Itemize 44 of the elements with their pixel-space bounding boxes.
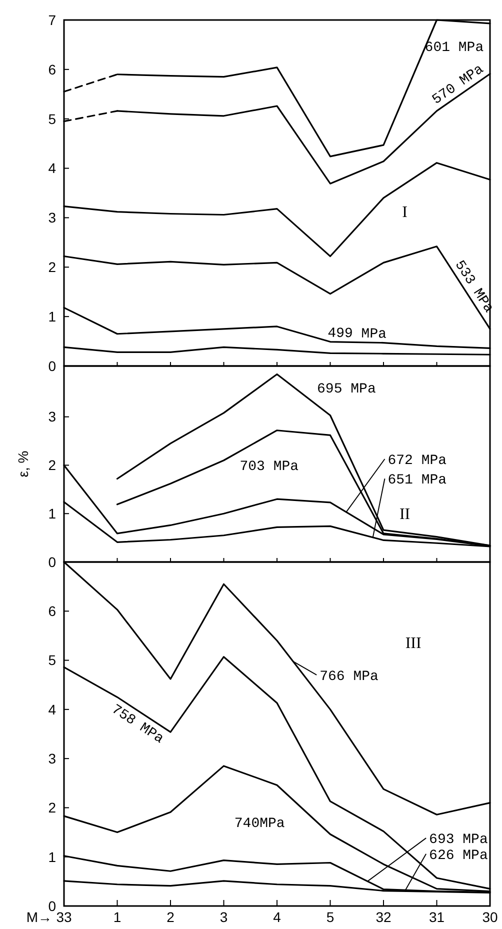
text: 672 MPa xyxy=(388,453,447,469)
series-label: 740MPa xyxy=(234,816,285,832)
x-tick-label: 33 xyxy=(56,909,72,925)
annotation: III xyxy=(405,635,422,652)
x-tick-label: 30 xyxy=(482,909,498,925)
text: 758 MPa xyxy=(108,702,166,748)
y-tick-label: 1 xyxy=(48,506,56,522)
y-tick-label: 0 xyxy=(48,554,56,570)
series-label: 703 MPa xyxy=(240,459,299,476)
annotation: I xyxy=(402,204,408,222)
x-tick-label: 3 xyxy=(220,909,228,925)
y-tick-label: 0 xyxy=(48,898,56,914)
x-tick-label: 4 xyxy=(273,909,282,925)
series-label: 499 MPa xyxy=(327,326,387,343)
series-label: 695 MPa xyxy=(317,382,376,398)
y-tick-label: 4 xyxy=(48,160,56,176)
y-tick-label: 3 xyxy=(48,408,56,425)
y-tick-label: 7 xyxy=(48,12,56,28)
y-tick-label: 1 xyxy=(48,308,56,324)
annotation: II xyxy=(399,506,410,523)
y-tick-label: 0 xyxy=(48,358,56,374)
x-tick-label: 1 xyxy=(113,909,122,925)
x-tick-label: 31 xyxy=(428,909,445,925)
y-tick-label: 2 xyxy=(48,457,56,474)
text: 570 MPa xyxy=(430,62,487,108)
y-tick-label: 1 xyxy=(48,848,56,865)
text: 693 MPa xyxy=(429,832,488,848)
y-axis-title: ε, % xyxy=(15,450,31,478)
y-tick-label: 3 xyxy=(48,210,56,226)
y-tick-label: 6 xyxy=(48,61,56,78)
y-tick-label: 4 xyxy=(48,701,56,718)
series-label: 601 MPa xyxy=(424,40,484,56)
y-tick-label: 5 xyxy=(48,110,56,127)
text: 651 MPa xyxy=(388,472,447,489)
legend-label: 766 MPa xyxy=(320,668,378,685)
y-tick-label: 5 xyxy=(48,652,56,668)
x-tick-label: 5 xyxy=(326,909,334,925)
y-tick-label: 6 xyxy=(48,603,56,620)
y-tick-label: 2 xyxy=(48,259,56,276)
x-tick-label: 32 xyxy=(376,909,392,925)
series-label: 626 MPa xyxy=(429,848,488,864)
x-tick-label: 2 xyxy=(166,909,175,925)
y-tick-label: 3 xyxy=(48,750,56,766)
y-tick-label: 2 xyxy=(48,800,56,816)
